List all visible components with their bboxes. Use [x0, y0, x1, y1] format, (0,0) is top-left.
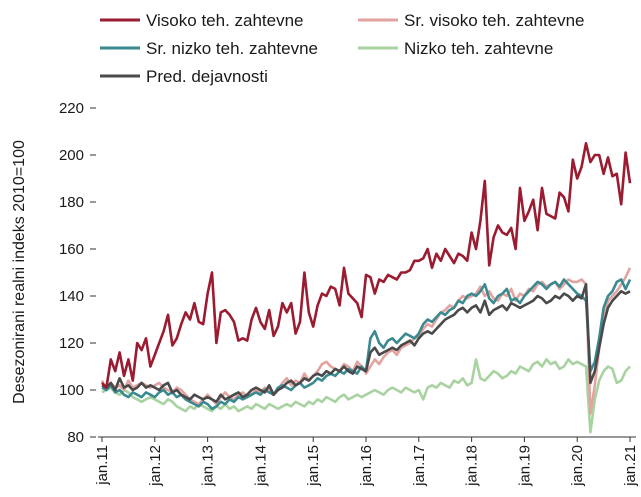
legend-label: Visoko teh. zahtevne	[146, 11, 304, 30]
x-tick-label: jan.15	[305, 445, 322, 487]
legend-label: Nizko teh. zahtevne	[404, 39, 553, 58]
series-line	[101, 283, 631, 404]
y-tick-label: 220	[59, 100, 84, 117]
legend-label: Pred. dejavnosti	[146, 67, 268, 86]
x-tick-label: jan.17	[411, 445, 428, 487]
y-tick-label: 140	[59, 288, 84, 305]
x-tick-label: jan.20	[569, 445, 586, 487]
y-tick-label: 100	[59, 382, 84, 399]
legend-label: Sr. nizko teh. zahtevne	[146, 39, 318, 58]
x-tick-label: jan.12	[147, 445, 164, 487]
x-tick-label: jan.11	[94, 445, 111, 486]
y-axis-label: Desezonirani realni indeks 2010=100	[11, 140, 28, 404]
series-line	[100, 267, 632, 415]
y-tick-label: 200	[59, 147, 84, 164]
y-tick-label: 120	[59, 335, 84, 352]
x-tick-label: jan.19	[516, 445, 533, 487]
x-tick-label: jan.18	[464, 445, 481, 487]
x-tick-label: jan.21	[622, 445, 639, 487]
series-line	[101, 142, 632, 389]
legend-label: Sr. visoko teh. zahtevne	[404, 11, 585, 30]
x-tick-label: jan.16	[358, 445, 375, 487]
x-tick-label: jan.14	[252, 445, 269, 487]
series-line	[101, 358, 631, 434]
y-tick-label: 180	[59, 194, 84, 211]
y-tick-label: 80	[67, 429, 84, 446]
y-tick-label: 160	[59, 241, 84, 258]
x-tick-label: jan.13	[200, 445, 217, 487]
